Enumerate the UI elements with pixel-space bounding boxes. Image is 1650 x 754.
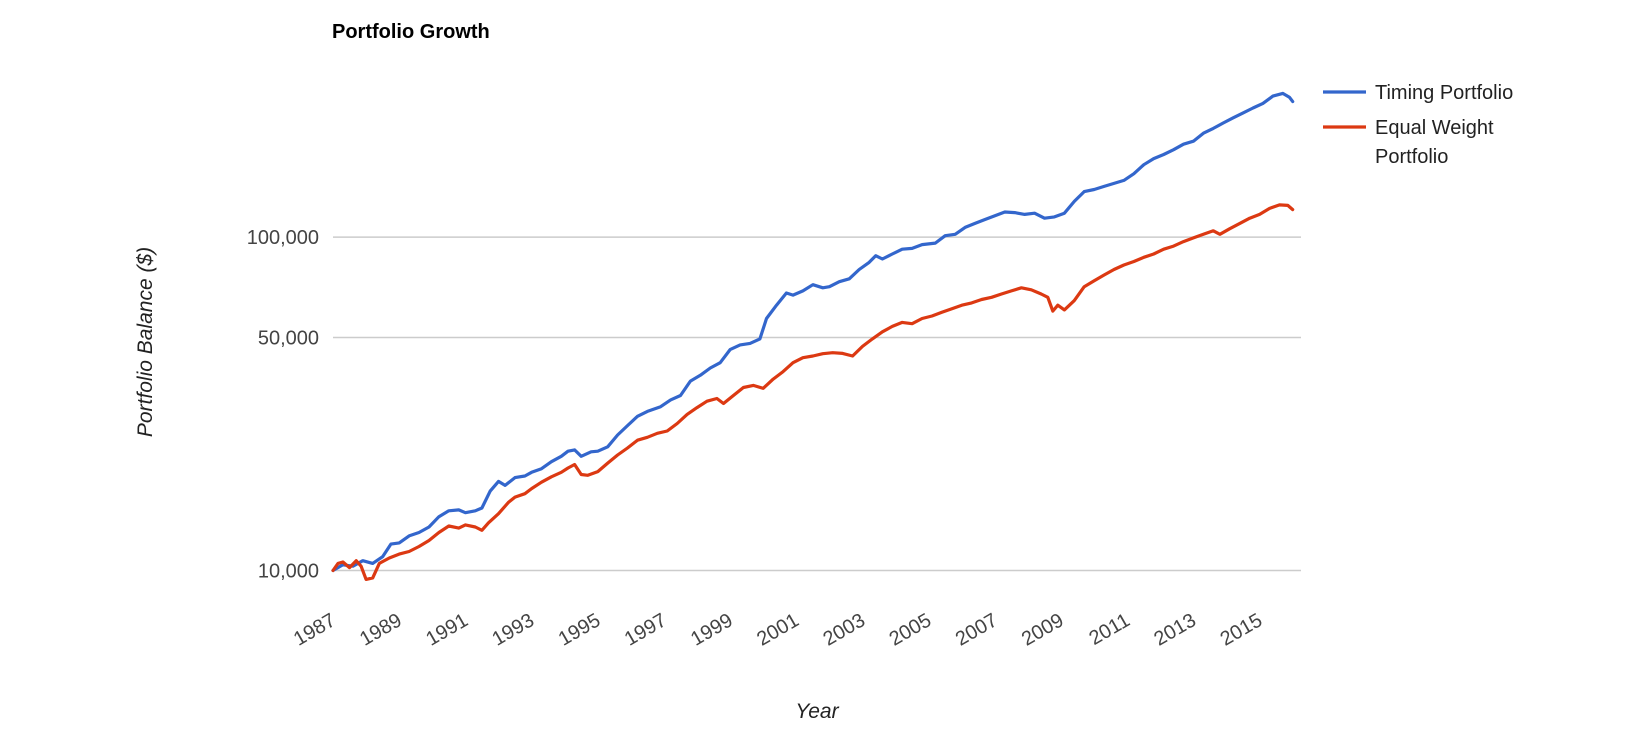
x-tick-label: 2003 bbox=[819, 609, 869, 650]
legend-label-equal-weight: Equal Weight Portfolio bbox=[1375, 117, 1499, 168]
x-tick-label: 2011 bbox=[1086, 609, 1134, 650]
x-tick-label: 1991 bbox=[422, 609, 472, 650]
chart-title: Portfolio Growth bbox=[332, 21, 490, 43]
legend-item-timing[interactable]: Timing Portfolio bbox=[1323, 82, 1513, 104]
x-tick-label: 2005 bbox=[886, 609, 936, 650]
y-tick-label: 100,000 bbox=[247, 227, 319, 249]
x-tick-label: 1987 bbox=[290, 609, 340, 650]
legend-label-timing: Timing Portfolio bbox=[1375, 82, 1513, 104]
legend-item-equal-weight[interactable]: Equal Weight Portfolio bbox=[1323, 117, 1499, 168]
legend: Timing Portfolio Equal Weight Portfolio bbox=[1323, 82, 1513, 168]
x-tick-label: 1989 bbox=[356, 609, 406, 650]
x-tick-label: 2015 bbox=[1217, 609, 1267, 650]
grid-lines bbox=[333, 236, 1301, 572]
series-line-equal-weight bbox=[331, 203, 1295, 581]
series-lines bbox=[331, 91, 1295, 581]
x-tick-label: 2013 bbox=[1150, 609, 1200, 650]
x-tick-label: 1997 bbox=[621, 609, 671, 650]
y-tick-label: 50,000 bbox=[258, 327, 319, 349]
y-axis-label: Portfolio Balance ($) bbox=[134, 247, 157, 437]
series-line-timing bbox=[331, 91, 1295, 573]
x-tick-label: 1999 bbox=[687, 609, 737, 650]
x-tick-label: 1995 bbox=[555, 609, 605, 650]
x-tick-label: 2007 bbox=[952, 609, 1002, 650]
y-axis-ticks: 10,000 50,000 100,000 bbox=[247, 227, 319, 582]
x-tick-label: 2001 bbox=[753, 609, 803, 650]
x-tick-label: 1993 bbox=[489, 609, 539, 650]
y-tick-label: 10,000 bbox=[258, 560, 319, 582]
x-tick-label: 2009 bbox=[1018, 609, 1068, 650]
x-axis-label: Year bbox=[795, 700, 839, 723]
x-axis-ticks: 1987 1989 1991 1993 1995 1997 1999 2001 2003 2005… bbox=[290, 609, 1266, 650]
